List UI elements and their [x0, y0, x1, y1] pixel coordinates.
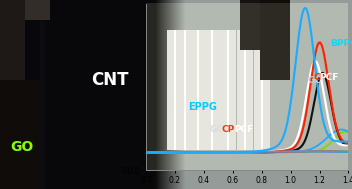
- Text: GC: GC: [209, 125, 224, 134]
- Text: CP: CP: [313, 73, 326, 82]
- Text: EPPG: EPPG: [188, 102, 217, 112]
- Text: PCF: PCF: [234, 125, 253, 134]
- Text: CP: CP: [222, 125, 235, 134]
- Text: CNT: CNT: [92, 71, 129, 89]
- Text: GC: GC: [307, 76, 321, 85]
- Text: BPPG: BPPG: [331, 39, 352, 48]
- Text: GO: GO: [11, 140, 34, 154]
- Text: PCF: PCF: [319, 73, 338, 82]
